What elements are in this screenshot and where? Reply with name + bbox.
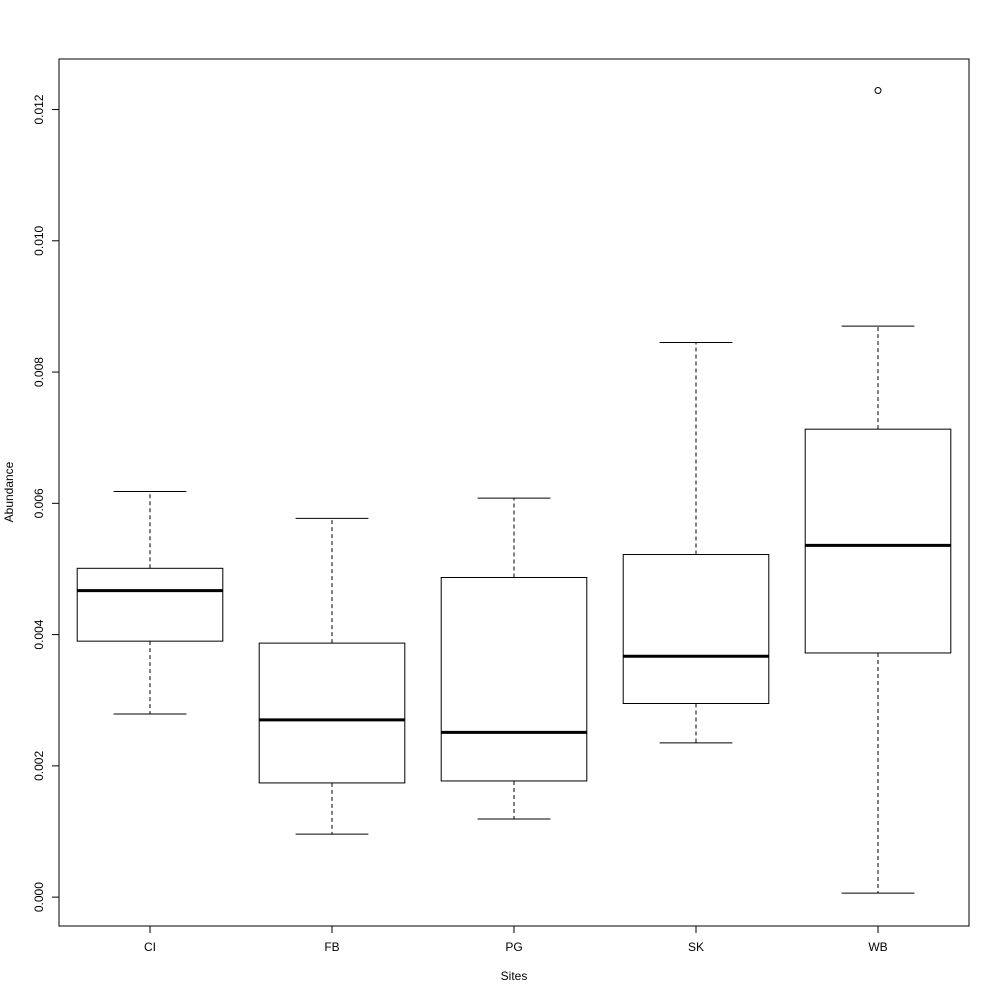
box: [440, 576, 588, 782]
y-tick-label: 0.010: [32, 225, 46, 255]
x-tick-label: WB: [868, 940, 887, 954]
box: [804, 428, 952, 654]
y-tick-label: 0.006: [32, 488, 46, 518]
x-tick-label: SK: [688, 940, 704, 954]
y-tick-label: 0.012: [32, 94, 46, 124]
x-tick-label: FB: [324, 940, 339, 954]
y-tick-label: 0.008: [32, 357, 46, 387]
y-tick-label: 0.002: [32, 751, 46, 781]
box: [622, 554, 770, 705]
box: [258, 642, 406, 784]
x-tick-label: PG: [505, 940, 522, 954]
y-tick-label: 0.004: [32, 619, 46, 649]
y-tick-label: 0.000: [32, 882, 46, 912]
y-axis-title: Abundance: [2, 461, 16, 522]
x-axis-title: Sites: [501, 969, 528, 983]
outlier: [874, 87, 882, 95]
x-tick-label: CI: [144, 940, 156, 954]
box: [76, 567, 224, 642]
